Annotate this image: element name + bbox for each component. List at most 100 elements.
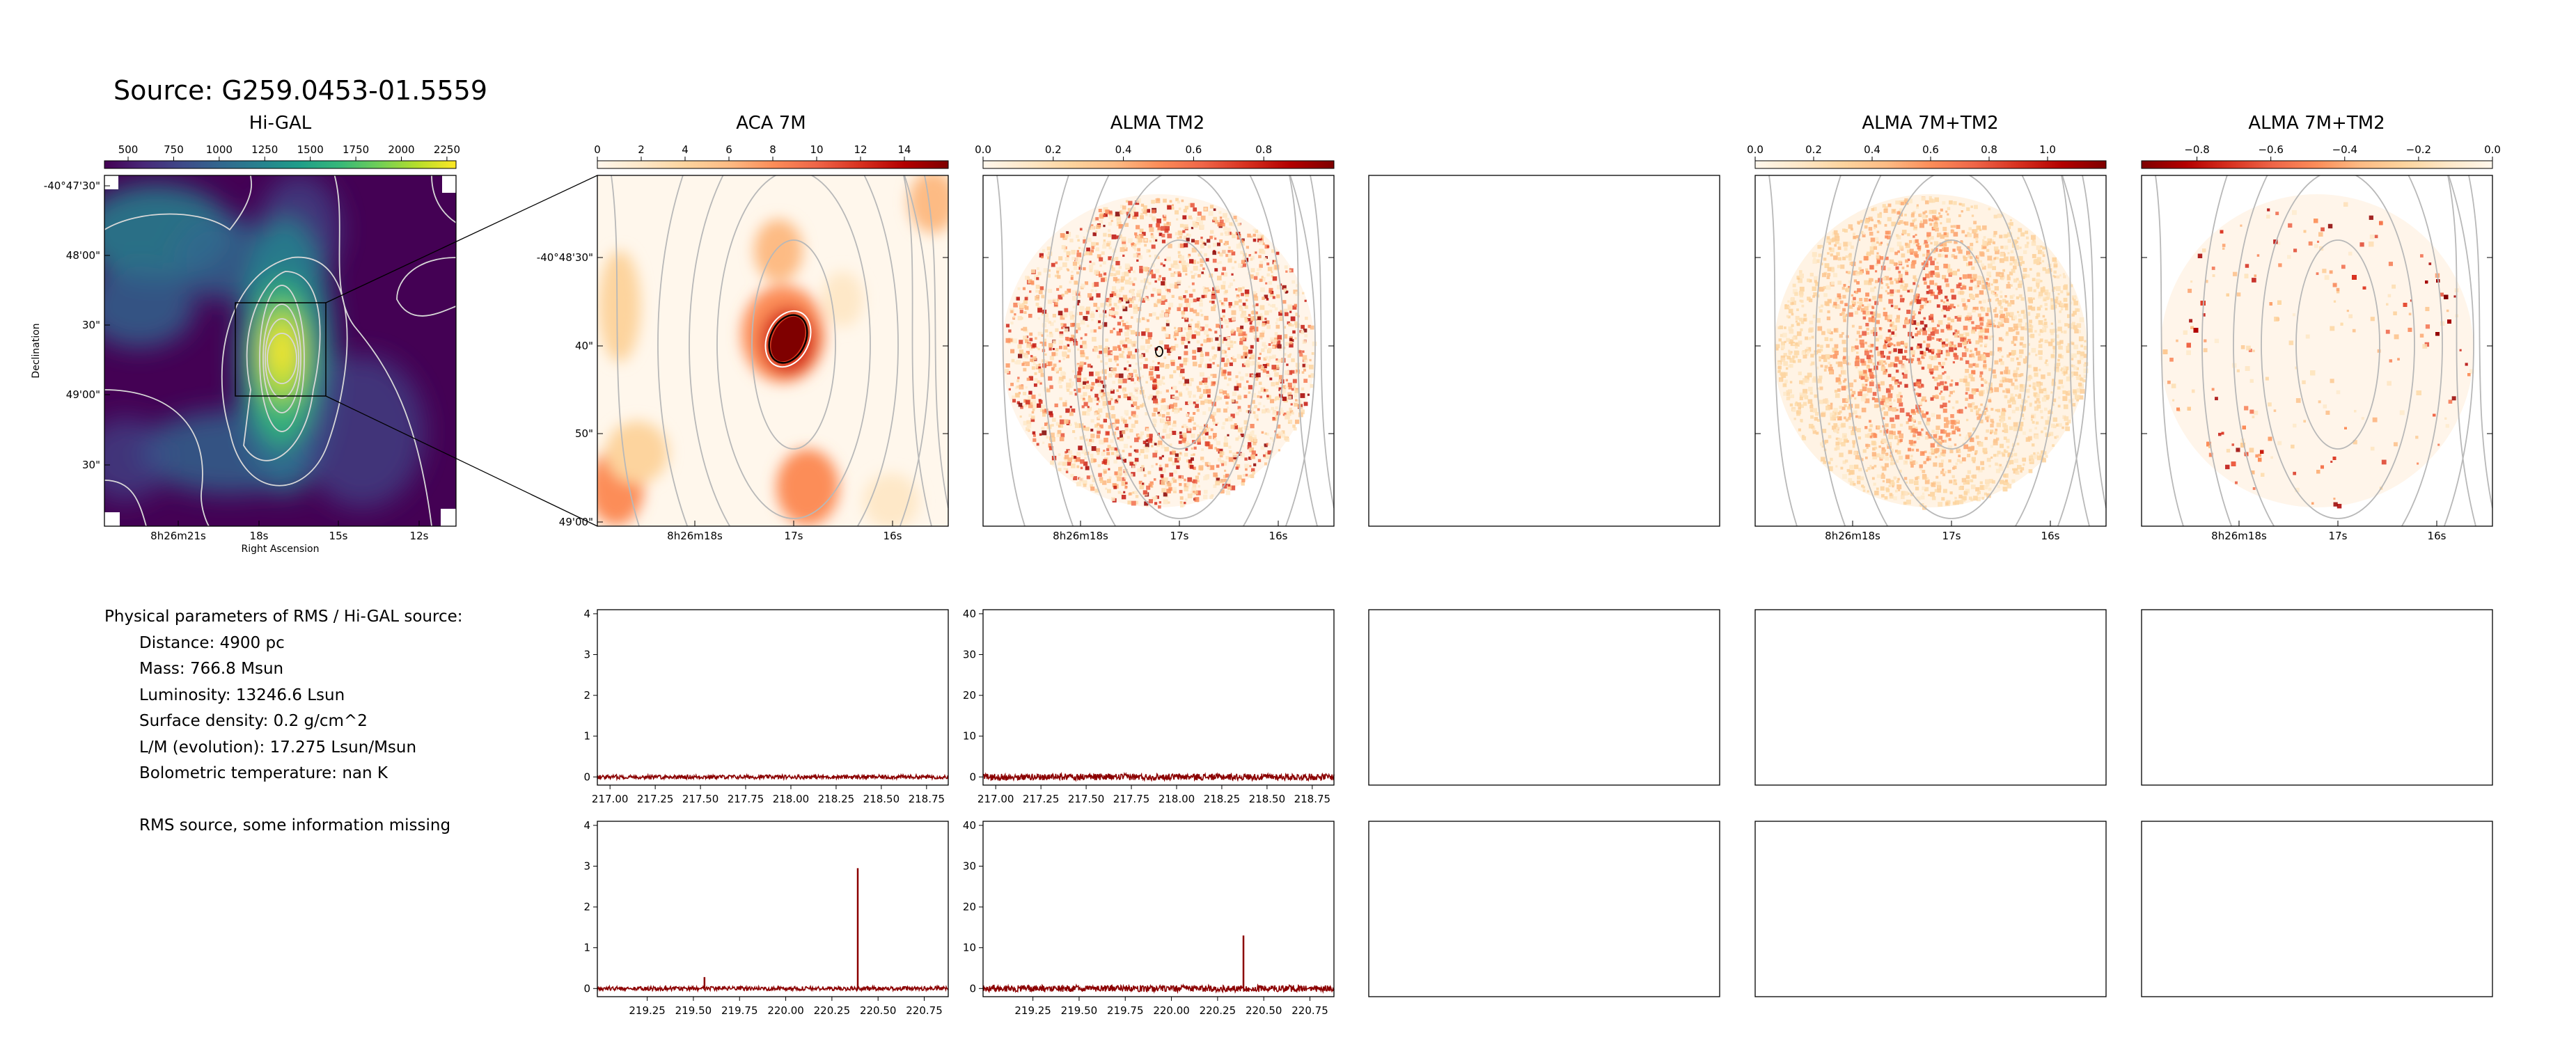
noise-speckle bbox=[1867, 388, 1872, 393]
noise-speckle bbox=[1243, 351, 1248, 357]
noise-speckle bbox=[1858, 468, 1862, 472]
noise-speckle bbox=[1848, 280, 1851, 283]
noise-speckle bbox=[1032, 404, 1037, 409]
noise-speckle bbox=[1124, 279, 1130, 285]
noise-speckle bbox=[1982, 333, 1986, 338]
noise-speckle bbox=[1152, 395, 1157, 401]
noise-speckle bbox=[1163, 424, 1168, 429]
noise-speckle bbox=[2063, 365, 2066, 369]
noise-speckle bbox=[2002, 269, 2006, 272]
noise-speckle bbox=[1171, 294, 1175, 298]
noise-speckle bbox=[1064, 328, 1069, 333]
noise-speckle bbox=[1961, 230, 1965, 234]
noise-speckle bbox=[1949, 341, 1954, 345]
noise-speckle bbox=[1097, 429, 1101, 434]
noise-speckle bbox=[1023, 420, 1028, 426]
noise-speckle bbox=[1948, 394, 1951, 397]
noise-speckle bbox=[1164, 421, 1169, 426]
noise-speckle bbox=[1896, 242, 1902, 246]
noise-speckle bbox=[1942, 409, 1947, 413]
noise-speckle bbox=[1155, 394, 1160, 399]
noise-speckle bbox=[1066, 388, 1070, 392]
noise-speckle bbox=[1163, 218, 1167, 221]
noise-speckle bbox=[1888, 299, 1894, 304]
noise-speckle bbox=[2033, 388, 2036, 391]
noise-speckle bbox=[1093, 459, 1097, 462]
noise-speckle bbox=[1132, 296, 1137, 301]
noise-speckle bbox=[1120, 434, 1123, 438]
noise-speckle bbox=[1930, 331, 1935, 336]
noise-speckle bbox=[1221, 426, 1225, 429]
panel-title-alma7mtm2: ALMA 7M+TM2 bbox=[1862, 113, 1999, 134]
noise-speckle bbox=[1129, 304, 1133, 308]
noise-speckle bbox=[1939, 248, 1942, 252]
noise-speckle bbox=[1234, 425, 1239, 429]
noise-speckle bbox=[1124, 325, 1129, 330]
noise-speckle bbox=[1955, 462, 1958, 466]
noise-speckle bbox=[1249, 274, 1254, 279]
noise-speckle bbox=[1917, 331, 1922, 335]
noise-speckle bbox=[1854, 310, 1859, 315]
noise-speckle bbox=[1906, 499, 1911, 505]
noise-speckle bbox=[1946, 218, 1951, 223]
noise-speckle bbox=[2028, 328, 2033, 333]
noise-speckle bbox=[1100, 303, 1105, 308]
noise-speckle bbox=[1803, 354, 1807, 359]
noise-speckle bbox=[1113, 303, 1117, 306]
noise-speckle bbox=[2032, 420, 2035, 424]
noise-speckle bbox=[1087, 397, 1093, 403]
noise-speckle bbox=[1868, 428, 1872, 432]
noise-speckle bbox=[1281, 430, 1285, 434]
noise-speckle bbox=[1969, 341, 1972, 344]
noise-speckle bbox=[1077, 299, 1081, 303]
contour-line bbox=[1102, 175, 1257, 519]
noise-speckle bbox=[1090, 365, 1093, 368]
noise-speckle bbox=[1949, 303, 1954, 308]
noise-speckle bbox=[2054, 276, 2057, 278]
noise-speckle bbox=[1223, 390, 1227, 395]
noise-speckle bbox=[1926, 301, 1929, 303]
noise-speckle bbox=[1182, 215, 1187, 220]
noise-speckle bbox=[1212, 258, 1217, 263]
noise-speckle bbox=[1876, 230, 1880, 234]
noise-speckle bbox=[1916, 436, 1920, 440]
noise-speckle bbox=[1014, 313, 1016, 316]
noise-speckle bbox=[1215, 337, 1219, 341]
noise-speckle bbox=[1215, 285, 1220, 290]
noise-speckle bbox=[1090, 329, 1094, 333]
noise-speckle bbox=[1295, 369, 1301, 374]
noise-speckle bbox=[1134, 396, 1138, 401]
noise-speckle bbox=[1152, 360, 1155, 363]
noise-speckle bbox=[1227, 337, 1231, 340]
noise-speckle bbox=[1139, 228, 1144, 233]
noise-speckle bbox=[1137, 248, 1141, 252]
noise-speckle bbox=[1110, 422, 1115, 428]
noise-speckle bbox=[2027, 287, 2033, 292]
noise-speckle bbox=[1157, 226, 1161, 230]
noise-speckle bbox=[1134, 437, 1139, 443]
noise-speckle bbox=[1103, 418, 1107, 423]
noise-speckle bbox=[1156, 390, 1160, 394]
noise-speckle bbox=[1239, 338, 1243, 341]
noise-speckle bbox=[1227, 371, 1232, 376]
noise-speckle bbox=[1909, 458, 1913, 462]
noise-speckle bbox=[1067, 255, 1069, 258]
noise-speckle bbox=[1287, 382, 1289, 385]
noise-speckle bbox=[1074, 423, 1080, 428]
noise-speckle bbox=[1135, 414, 1139, 418]
noise-speckle bbox=[1217, 457, 1222, 462]
noise-speckle bbox=[1287, 419, 1293, 425]
noise-speckle bbox=[1082, 427, 1086, 431]
noise-speckle bbox=[1010, 322, 1014, 325]
noise-speckle bbox=[1915, 293, 1919, 296]
noise-speckle bbox=[1159, 456, 1163, 460]
noise-speckle bbox=[1108, 256, 1112, 260]
noise-speckle bbox=[1191, 448, 1193, 450]
noise-speckle bbox=[1107, 445, 1111, 449]
noise-speckle bbox=[1087, 293, 1092, 298]
noise-speckle bbox=[1078, 367, 1083, 372]
noise-speckle bbox=[1159, 349, 1164, 354]
noise-speckle bbox=[2018, 283, 2023, 288]
noise-speckle bbox=[2005, 331, 2009, 335]
noise-speckle bbox=[1025, 276, 1029, 280]
